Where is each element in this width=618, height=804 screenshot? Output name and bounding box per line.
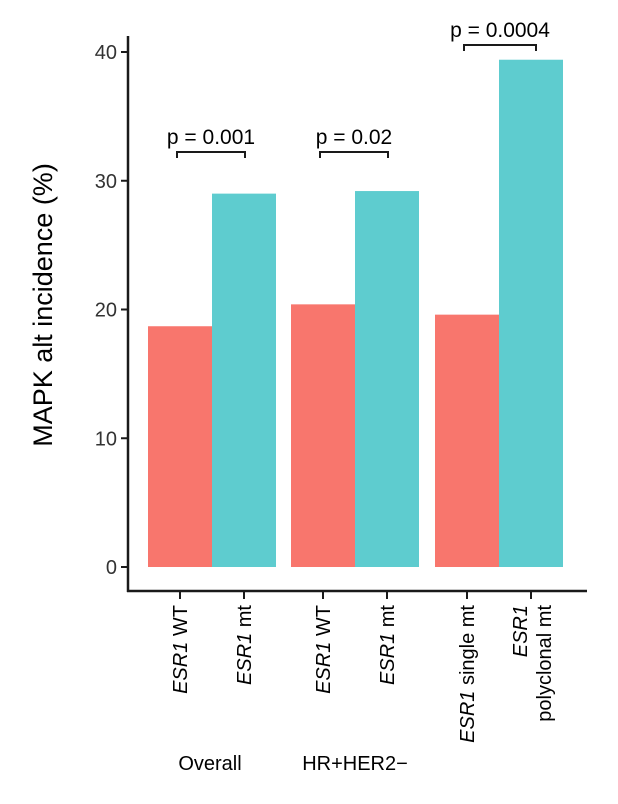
- category-suffix: mt: [377, 605, 399, 633]
- category-suffix: single mt: [457, 605, 479, 691]
- bar: [499, 59, 563, 567]
- gene-name: ESR1: [170, 642, 192, 694]
- bar: [355, 191, 419, 568]
- category-label: ESR1 single mt: [457, 605, 479, 743]
- group-label: HR+HER2−: [302, 753, 408, 775]
- category-label: ESR1 mt: [234, 605, 256, 685]
- gene-name: ESR1: [457, 691, 479, 743]
- y-tick-label: 30: [95, 171, 117, 193]
- gene-name: ESR1: [377, 633, 399, 685]
- axes: [126, 36, 587, 593]
- y-axis-title: MAPK alt incidence (%): [28, 163, 58, 447]
- category-label: ESR1 mt: [377, 605, 399, 685]
- gene-name: ESR1: [510, 605, 532, 657]
- bar: [212, 193, 276, 567]
- bar: [291, 304, 355, 567]
- p-value-annotations: p = 0.001 p = 0.02 p = 0.0004: [167, 19, 550, 158]
- gene-name: ESR1: [234, 633, 256, 685]
- category-label: ESR1: [510, 605, 532, 657]
- gene-name: ESR1: [313, 642, 335, 694]
- group-label: Overall: [178, 753, 241, 775]
- p-value-label: p = 0.001: [167, 126, 255, 149]
- significance-bracket: [319, 151, 389, 158]
- bar: [435, 314, 499, 567]
- y-axis-ticks: 0 10 20 30 40: [95, 42, 128, 579]
- category-label: ESR1 WT: [170, 605, 192, 694]
- p-value-label: p = 0.0004: [450, 19, 550, 42]
- y-tick-label: 0: [106, 557, 117, 579]
- p-value-label: p = 0.02: [316, 126, 392, 149]
- y-tick-label: 20: [95, 300, 117, 322]
- significance-bracket: [463, 44, 537, 51]
- bar: [148, 326, 212, 567]
- category-suffix: mt: [234, 605, 256, 633]
- x-axis-ticks: [179, 592, 532, 599]
- bars: [148, 59, 563, 568]
- category-suffix: WT: [170, 605, 192, 642]
- y-tick-label: 10: [95, 428, 117, 450]
- category-label: ESR1 WT: [313, 605, 335, 694]
- significance-bracket: [176, 151, 246, 158]
- y-tick-label: 40: [95, 42, 117, 64]
- category-label-line2: polyclonal mt: [534, 605, 556, 722]
- category-suffix: WT: [313, 605, 335, 642]
- group-labels: Overall HR+HER2−: [178, 753, 407, 775]
